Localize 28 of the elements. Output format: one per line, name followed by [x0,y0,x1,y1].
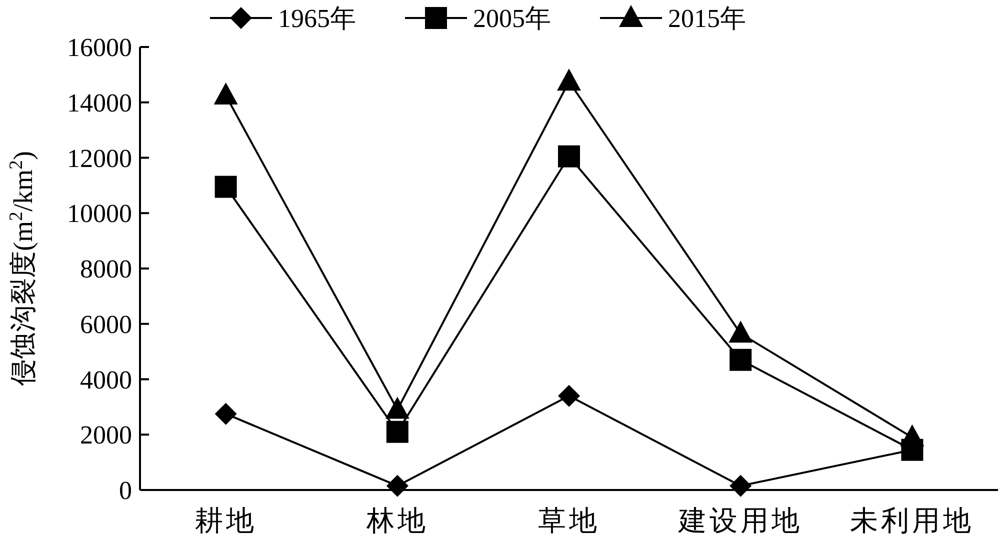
legend-label: 2005年 [473,4,551,33]
x-tick-label: 未利用地 [850,506,974,537]
y-tick-label: 16000 [67,33,132,62]
legend-label: 2015年 [668,4,746,33]
point [386,474,408,497]
point [386,420,408,443]
y-tick-label: 2000 [80,420,132,450]
point [558,145,580,168]
y-tick-label: 8000 [80,254,132,284]
x-tick-label: 建设用地 [678,506,803,537]
x-tick-label: 耕地 [194,506,257,537]
legend-label: 1965年 [278,4,356,33]
y-tick-label: 10000 [67,199,132,228]
x-tick-label: 草地 [538,506,600,537]
point [557,68,581,91]
point [214,402,237,425]
point [214,176,237,198]
point [214,82,238,104]
x-tick-label: 林地 [365,506,428,537]
point [730,474,752,497]
point [730,348,752,371]
y-tick-label: 0 [119,476,132,505]
y-tick-label: 12000 [67,144,132,173]
y-tick-label: 4000 [80,365,132,394]
point [728,320,753,343]
y-tick-label: 14000 [67,88,132,118]
y-tick-label: 6000 [80,310,132,339]
point [558,384,580,407]
